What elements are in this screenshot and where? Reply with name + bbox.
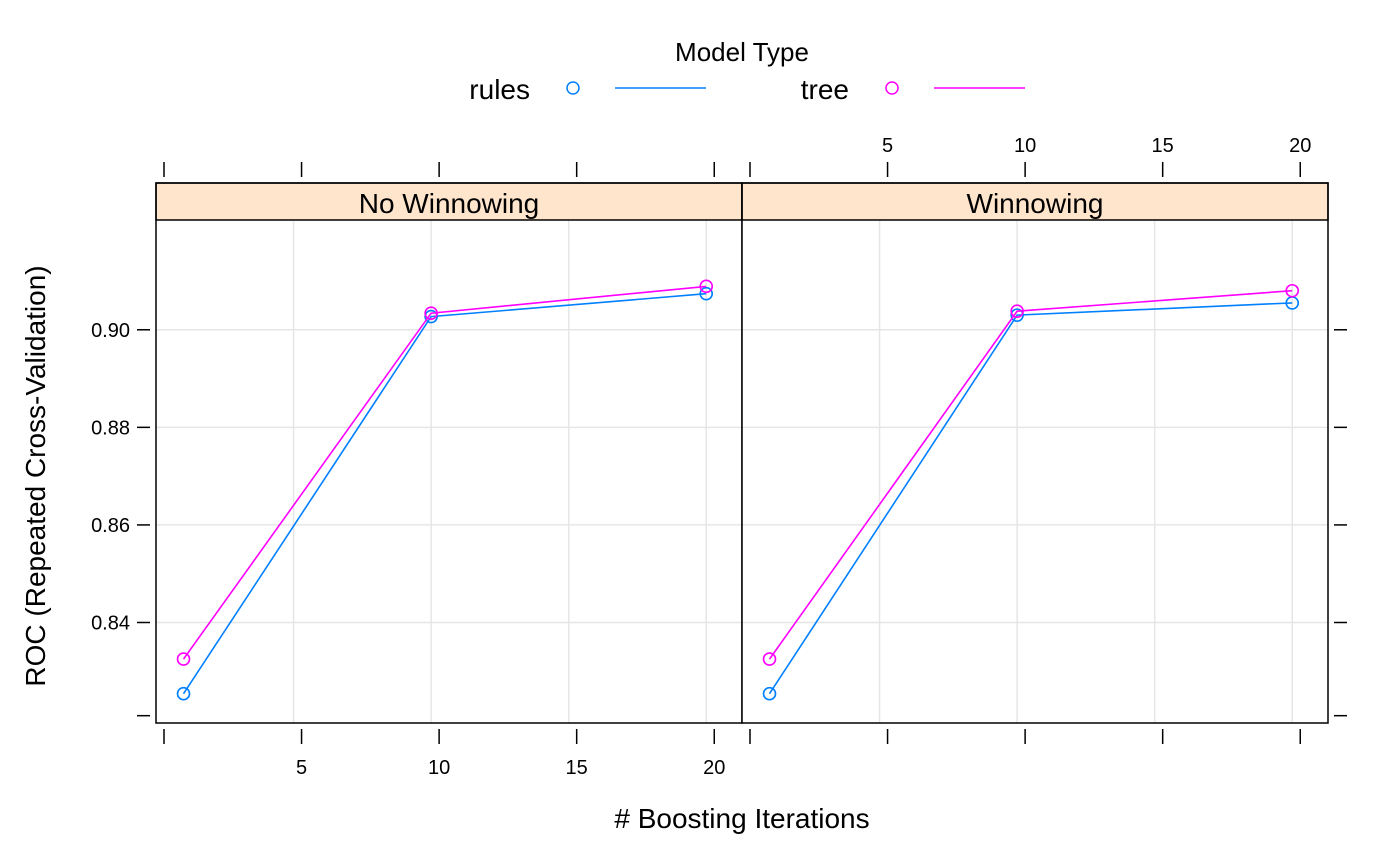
legend-title: Model Type xyxy=(675,37,809,67)
panel-background xyxy=(156,220,742,723)
data-point-rules xyxy=(176,686,191,701)
panel-1: No Winnowing 5 10 15 20 xyxy=(155,162,743,779)
legend-marker-rules xyxy=(566,81,580,95)
data-point-rules xyxy=(424,309,438,324)
legend: Model Type rules tree xyxy=(469,37,1025,105)
panel-background xyxy=(742,220,1328,723)
x-tick-label: 15 xyxy=(566,757,588,779)
data-point-tree xyxy=(1010,304,1024,319)
x-tick-label: 10 xyxy=(428,757,450,779)
legend-marker-tree xyxy=(885,81,899,95)
y-tick-label: 0.86 xyxy=(91,515,130,537)
x-tick-label: 15 xyxy=(1152,135,1174,157)
plot-area: No Winnowing 5 10 15 20 Winnowing 5 10 15 20 0.84 0… xyxy=(91,135,1347,779)
x-tick-label: 20 xyxy=(703,757,725,779)
x-tick-label: 5 xyxy=(882,135,893,157)
x-tick-label: 10 xyxy=(1014,135,1036,157)
series-line-tree xyxy=(768,289,1293,660)
series-line-tree xyxy=(182,285,707,660)
data-point-tree xyxy=(762,652,777,666)
data-point-rules xyxy=(1010,308,1024,322)
panel-2: Winnowing 5 10 15 20 xyxy=(741,135,1329,744)
legend-label-tree: tree xyxy=(801,74,849,105)
y-tick-label: 0.84 xyxy=(91,612,130,634)
data-point-rules xyxy=(699,286,714,301)
data-point-tree xyxy=(176,652,191,666)
panel-border xyxy=(741,182,1329,724)
data-point-tree xyxy=(1285,283,1300,298)
x-tick-label: 5 xyxy=(296,757,307,779)
x-axis-title: # Boosting Iterations xyxy=(614,803,869,834)
data-point-tree xyxy=(424,306,438,320)
y-tick-label: 0.88 xyxy=(91,417,130,439)
strip-label: Winnowing xyxy=(967,188,1104,219)
strip-label: No Winnowing xyxy=(359,188,540,219)
legend-label-rules: rules xyxy=(469,74,530,105)
x-tick-label: 20 xyxy=(1289,135,1311,157)
y-axis-title: ROC (Repeated Cross-Validation) xyxy=(20,265,51,686)
series-line-rules xyxy=(182,292,707,695)
series-line-rules xyxy=(768,302,1293,695)
y-tick-label: 0.90 xyxy=(91,320,130,342)
data-point-tree xyxy=(699,279,714,294)
data-point-rules xyxy=(762,686,777,701)
